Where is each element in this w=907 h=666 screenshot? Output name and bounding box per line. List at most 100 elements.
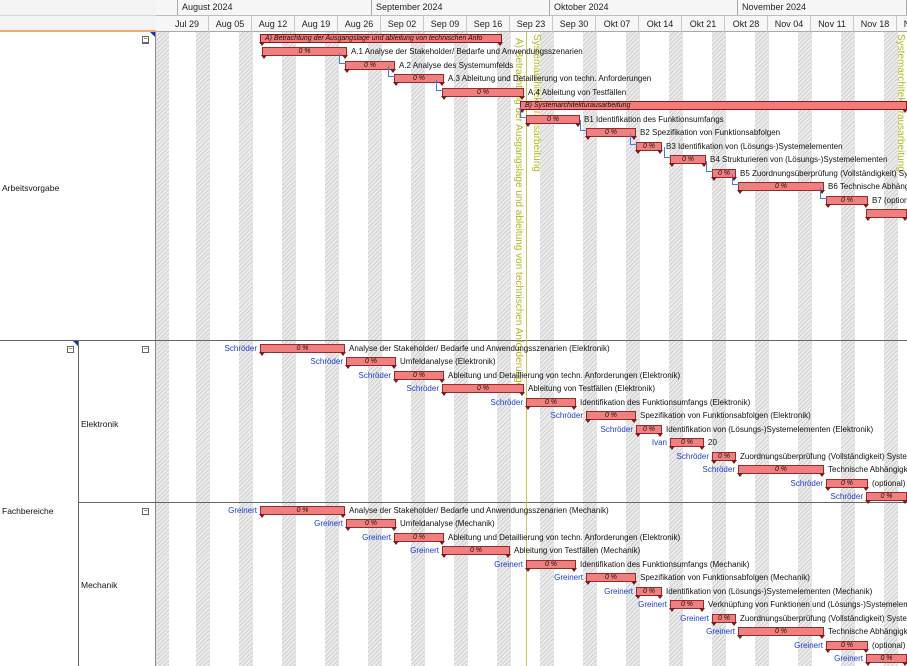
task-label: Analyse der Stakeholder/ Bedarfe und Anw…	[349, 506, 609, 515]
month-header-cell: August 2024	[178, 0, 372, 15]
task-bar[interactable]: 0 %	[738, 627, 824, 636]
task-bar[interactable]: 0 %	[442, 88, 524, 97]
assignee-label: Schröder	[310, 357, 343, 366]
week-gridline	[209, 32, 210, 666]
bar-end-marker	[525, 568, 531, 572]
weekend-shading	[798, 32, 811, 666]
task-bar[interactable]: 0 %	[712, 169, 736, 178]
task-bar[interactable]: 0 %	[260, 344, 345, 353]
bar-end-marker	[657, 433, 663, 437]
week-header-cell: Sep 09	[424, 16, 467, 32]
task-bar[interactable]: 0 %	[712, 452, 736, 461]
week-header-cell: Sep 02	[381, 16, 424, 32]
task-bar[interactable]: 0 %	[738, 182, 824, 191]
bar-end-marker	[441, 554, 447, 558]
month-header-cell: Oktober 2024	[550, 0, 738, 15]
week-header-cell: Okt 28	[725, 16, 768, 32]
bar-end-marker	[575, 123, 581, 127]
assignee-label: Schröder	[224, 344, 257, 353]
assignee-label: Schröder	[600, 425, 633, 434]
task-bar[interactable]: 0 %	[394, 533, 444, 542]
week-gridline	[166, 32, 167, 666]
task-bar[interactable]: 0 %	[586, 573, 636, 582]
bar-end-marker	[345, 365, 351, 369]
task-bar[interactable]: 0 %	[826, 641, 868, 650]
task-bar[interactable]: 0 %	[394, 74, 444, 83]
task-bar[interactable]: 0 %	[636, 142, 662, 151]
assignee-label: Greinert	[794, 641, 823, 650]
task-bar[interactable]	[866, 209, 907, 218]
task-label: Identifikation des Funktionsumfangs (Ele…	[580, 398, 751, 407]
summary-bar[interactable]	[260, 34, 502, 43]
task-label: B5 Zuordnungsüberprüfung (Vollständigkei…	[740, 169, 907, 178]
collapse-icon[interactable]: −	[142, 508, 149, 515]
bar-end-marker	[699, 446, 705, 450]
task-bar[interactable]: 0 %	[345, 61, 395, 70]
task-bar[interactable]: 0 %	[636, 425, 662, 434]
bar-end-marker	[439, 541, 445, 545]
task-bar[interactable]: 0 %	[712, 614, 736, 623]
week-gridline	[156, 32, 157, 666]
assignee-label: Greinert	[638, 600, 667, 609]
collapse-icon[interactable]: −	[142, 346, 149, 353]
corner-marker	[150, 32, 155, 37]
task-bar[interactable]: 0 %	[262, 47, 347, 56]
task-bar[interactable]: 0 %	[826, 479, 868, 488]
task-bar[interactable]: 0 %	[442, 546, 510, 555]
task-bar[interactable]: 0 %	[346, 357, 396, 366]
bar-end-marker	[863, 487, 869, 491]
bar-end-marker	[737, 635, 743, 639]
task-bar[interactable]: 0 %	[636, 587, 662, 596]
assignee-label: Schröder	[830, 492, 863, 501]
subgroup-label-mechanik: Mechanik	[81, 580, 118, 590]
week-gridline	[467, 32, 468, 666]
assignee-label: Greinert	[834, 654, 863, 663]
task-label: B) Systemarchitekturausarbeitung	[525, 102, 631, 109]
week-header-cell: Jul 29	[166, 16, 209, 32]
task-bar[interactable]: 0 %	[586, 128, 636, 137]
week-header-cell: Okt 21	[682, 16, 725, 32]
task-bar[interactable]: 0 %	[738, 465, 824, 474]
task-bar[interactable]: 0 %	[526, 115, 580, 124]
assignee-label: Schröder	[358, 371, 391, 380]
dependency-connector	[732, 174, 739, 185]
task-label: Umfeldanalyse (Mechanik)	[400, 519, 495, 528]
task-bar[interactable]: 0 %	[670, 438, 704, 447]
header-left-blank	[0, 0, 156, 32]
task-bar[interactable]: 0 %	[866, 492, 907, 501]
task-bar[interactable]: 0 %	[346, 519, 396, 528]
weekend-shading	[196, 32, 209, 666]
week-header-cell: Sep 23	[510, 16, 553, 32]
task-bar[interactable]: 0 %	[394, 371, 444, 380]
bar-end-marker	[585, 581, 591, 585]
task-bar[interactable]: 0 %	[866, 654, 907, 663]
bar-end-marker	[585, 419, 591, 423]
task-label: A) Betrachtung der Ausgangslage und able…	[265, 35, 483, 42]
task-bar[interactable]: 0 %	[526, 398, 576, 407]
week-gridline	[811, 32, 812, 666]
week-gridline	[596, 32, 597, 666]
collapse-icon[interactable]: −	[67, 346, 74, 353]
task-bar[interactable]: 0 %	[670, 600, 704, 609]
week-header-cell: Sep 30	[553, 16, 596, 32]
task-label: B6 Technische Abhängigkeiten	[828, 182, 907, 191]
week-header-cell: Aug 19	[295, 16, 338, 32]
week-header-cell: Sep 16	[467, 16, 510, 32]
task-bar[interactable]: 0 %	[442, 384, 524, 393]
assignee-label: Greinert	[228, 506, 257, 515]
task-label: Ableitung von Testfällen (Elektronik)	[528, 384, 656, 393]
task-bar[interactable]: 0 %	[526, 560, 576, 569]
weekend-shading	[841, 32, 854, 666]
dependency-connector	[706, 161, 713, 172]
collapse-icon[interactable]: −	[142, 36, 149, 43]
task-bar[interactable]: 0 %	[826, 196, 868, 205]
task-bar[interactable]: 0 %	[586, 411, 636, 420]
task-bar[interactable]: 0 %	[260, 506, 345, 515]
assignee-label: Schröder	[790, 479, 823, 488]
task-bar[interactable]: 0 %	[670, 155, 706, 164]
task-label: Ableitung und Detaillierung von techn. A…	[448, 371, 681, 380]
week-gridline	[553, 32, 554, 666]
task-label: Spezifikation von Funktionsabfolgen (Mec…	[640, 573, 810, 582]
dependency-connector	[520, 107, 527, 118]
